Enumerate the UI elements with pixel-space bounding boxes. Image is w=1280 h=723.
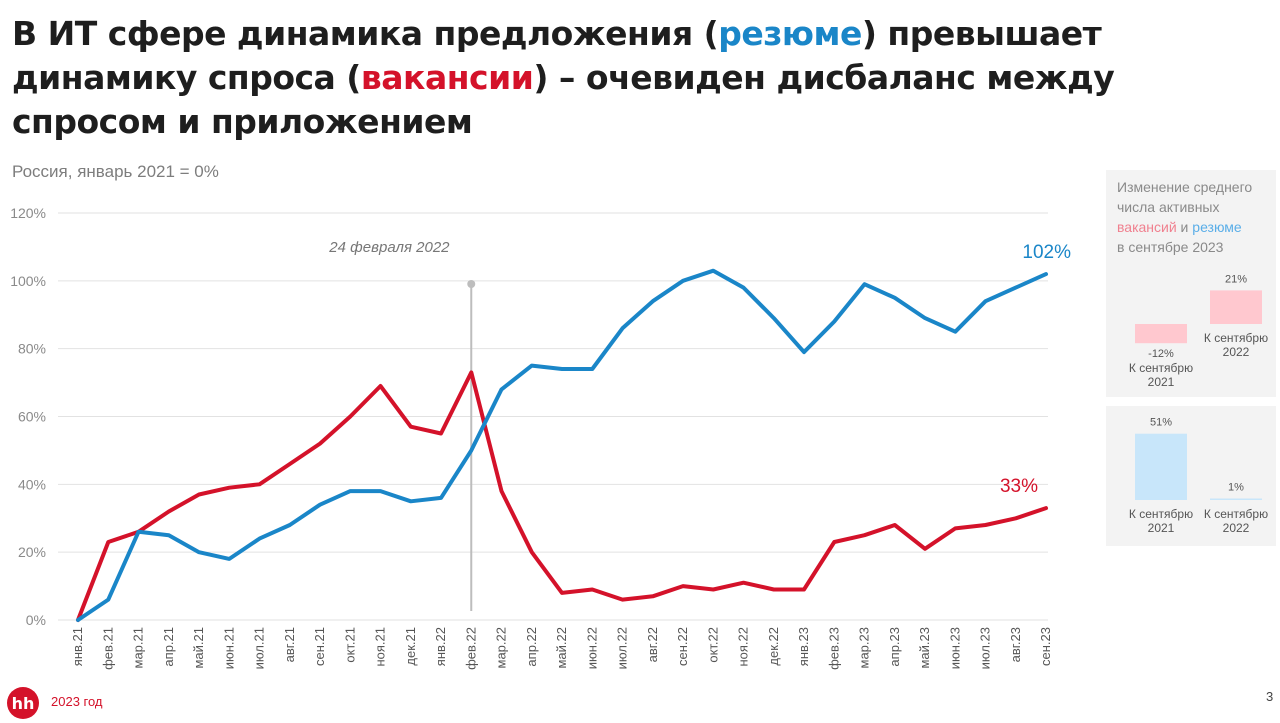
y-tick-label: 60% (18, 409, 46, 425)
x-tick-label: янв.21 (70, 627, 85, 666)
resume-change-bar (1135, 433, 1187, 500)
x-tick-label: авг.21 (282, 627, 297, 662)
vacancy-series-line (76, 370, 1048, 622)
y-tick-label: 0% (26, 612, 46, 628)
x-tick-label: июн.22 (584, 627, 599, 669)
vacancy-change-bar (1210, 290, 1262, 324)
y-tick-label: 100% (10, 273, 46, 289)
main-line-chart: 0% 20% 40% 60% 80% 100% 120% янв.21 фев.21 мар.21… (10, 205, 1071, 670)
page-title: В ИТ сфере динамика предложения (резюме)… (12, 12, 1262, 144)
y-tick-label: 20% (18, 544, 46, 560)
x-tick-label: июл.21 (252, 627, 267, 669)
x-tick-label: окт.21 (342, 627, 357, 663)
footer-year: 2023 год (51, 694, 103, 709)
vacancy-change-value-label: 21% (1225, 273, 1247, 285)
title-part-1: В ИТ сфере динамика предложения ( (12, 14, 719, 53)
side-title-resume-word: резюме (1192, 219, 1242, 235)
hh-logo: hh (7, 687, 39, 719)
annotation-label: 24 февраля 2022 (328, 239, 450, 256)
x-tick-label: фев.21 (100, 627, 115, 670)
resume-change-value-label: 51% (1150, 417, 1172, 429)
x-tick-label: фев.22 (463, 627, 478, 670)
vacancy-change-value-label: -12% (1148, 348, 1174, 360)
side-panel-title: Изменение среднего числа активных ваканс… (1117, 177, 1275, 257)
x-tick-label: ноя.21 (373, 627, 388, 667)
x-tick-label: мар.21 (131, 627, 146, 668)
x-tick-label: сен.23 (1038, 627, 1053, 666)
x-tick-label: авг.22 (645, 627, 660, 662)
title-highlight-resume: резюме (718, 14, 862, 53)
y-tick-label: 40% (18, 476, 46, 492)
x-tick-label: май.22 (554, 627, 569, 669)
side-panel-vacancies: Изменение среднего числа активных ваканс… (1106, 170, 1276, 397)
resume-change-bar (1210, 498, 1262, 500)
resume-end-label: 102% (1022, 242, 1071, 263)
x-tick-label: мар.22 (494, 627, 509, 668)
side-title-vacancy-word: вакансий (1117, 219, 1177, 235)
title-highlight-vacancy: вакансии (360, 58, 534, 97)
resume-change-category-label: 2021 (1148, 521, 1175, 535)
x-tick-label: окт.22 (705, 627, 720, 663)
x-tick-label: сен.22 (675, 627, 690, 666)
resume-change-category-label: К сентябрю (1204, 507, 1268, 521)
x-tick-label: дек.21 (403, 627, 418, 666)
annotation-dot (467, 280, 476, 288)
side-title-line3: в сентябре 2023 (1117, 239, 1224, 255)
title-part-3: ) – очевиден дисбаланс между спросом и п… (12, 58, 1115, 141)
vacancy-change-category-label: 2022 (1223, 345, 1250, 359)
side-title-line: Изменение среднего числа активных (1117, 179, 1253, 215)
resume-change-value-label: 1% (1228, 482, 1244, 494)
x-tick-label: июл.22 (615, 627, 630, 669)
vacancy-change-category-label: К сентябрю (1204, 331, 1268, 345)
side-panel-resumes: 51% К сентябрю 2021 1% К сентябрю 2022 (1106, 406, 1276, 546)
resume-change-category-label: 2022 (1223, 521, 1250, 535)
y-tick-label: 120% (10, 205, 46, 221)
x-tick-label: апр.21 (161, 627, 176, 667)
vacancy-change-bar (1135, 324, 1187, 344)
side-title-and: и (1176, 219, 1193, 235)
x-tick-label: май.21 (191, 627, 206, 669)
x-tick-label: янв.23 (796, 627, 811, 666)
x-tick-label: янв.22 (433, 627, 448, 666)
x-tick-label: апр.23 (887, 627, 902, 667)
x-tick-label: июн.21 (221, 627, 236, 669)
logo-text: hh (12, 694, 35, 713)
x-tick-label: дек.22 (766, 627, 781, 666)
x-tick-label: июн.23 (947, 627, 962, 669)
page-number: 3 (1266, 689, 1274, 704)
x-tick-label: июл.23 (978, 627, 993, 669)
x-tick-label: май.23 (917, 627, 932, 669)
title-part-2: ) превышает динамику спроса ( (12, 14, 1102, 97)
resume-change-category-label: К сентябрю (1129, 507, 1193, 521)
vacancy-end-label: 33% (1000, 476, 1038, 497)
chart-subtitle: Россия, январь 2021 = 0% (12, 162, 219, 181)
y-tick-label: 80% (18, 341, 46, 357)
vacancy-change-category-label: К сентябрю (1129, 361, 1193, 375)
x-tick-label: сен.21 (312, 627, 327, 666)
x-tick-label: ноя.22 (736, 627, 751, 667)
x-tick-label: фев.23 (826, 627, 841, 670)
vacancy-change-category-label: 2021 (1148, 375, 1175, 389)
resume-series-line (76, 268, 1048, 622)
x-tick-label: апр.22 (524, 627, 539, 667)
x-tick-label: мар.23 (857, 627, 872, 668)
x-tick-label: авг.23 (1008, 627, 1023, 662)
